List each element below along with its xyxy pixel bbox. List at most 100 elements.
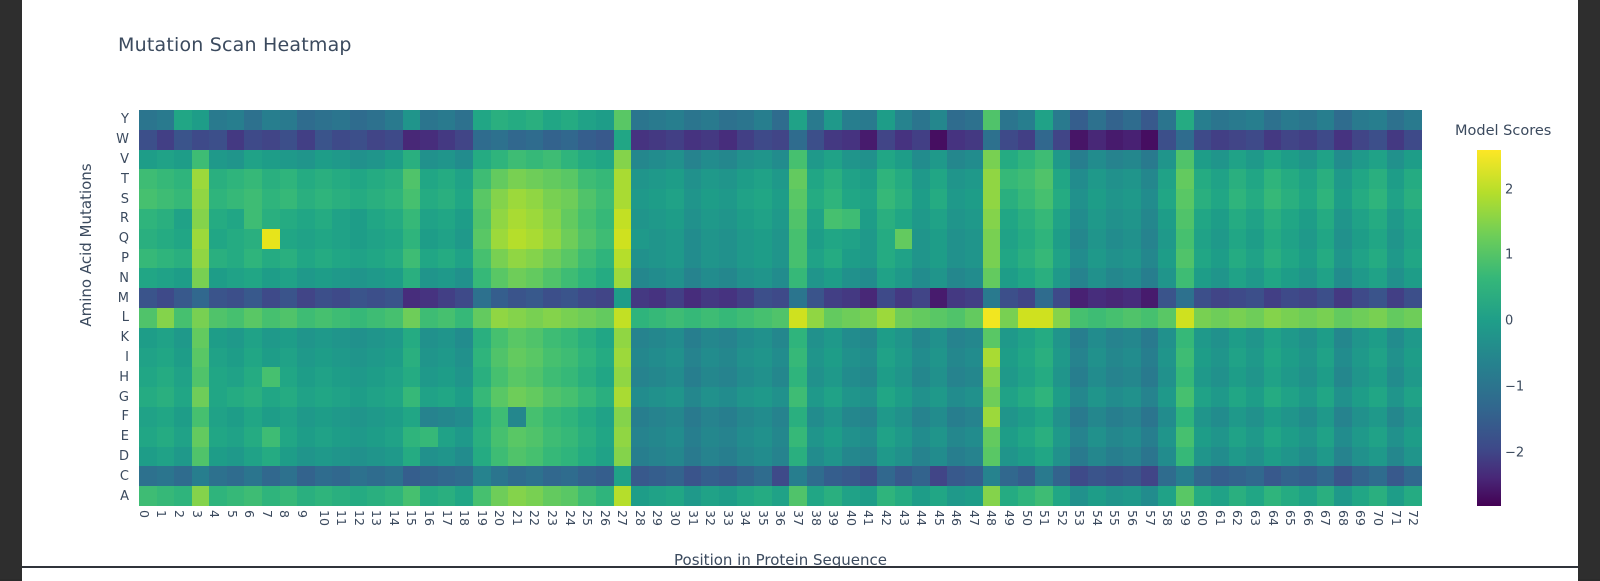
heatmap-cell[interactable] (367, 248, 386, 269)
heatmap-cell[interactable] (1088, 387, 1106, 407)
heatmap-cell[interactable] (437, 228, 456, 249)
heatmap-cell[interactable] (455, 486, 473, 506)
heatmap-cell[interactable] (754, 169, 772, 190)
heatmap-cell[interactable] (1017, 268, 1036, 289)
heatmap-cell[interactable] (1035, 307, 1053, 328)
heatmap-cell[interactable] (472, 149, 491, 170)
heatmap-cell[interactable] (947, 208, 966, 229)
heatmap-cell[interactable] (1017, 307, 1036, 328)
heatmap-cell[interactable] (279, 268, 298, 289)
heatmap-cell[interactable] (982, 307, 1001, 328)
heatmap-cell[interactable] (771, 307, 790, 328)
heatmap-cell[interactable] (736, 129, 755, 150)
heatmap-cell[interactable] (648, 228, 667, 249)
heatmap-cell[interactable] (1052, 347, 1071, 368)
heatmap-cell[interactable] (1158, 466, 1176, 487)
heatmap-cell[interactable] (385, 208, 403, 229)
heatmap-cell[interactable] (1263, 347, 1282, 368)
heatmap-cell[interactable] (824, 189, 842, 209)
heatmap-cell[interactable] (297, 228, 315, 249)
heatmap-cell[interactable] (367, 268, 386, 289)
heatmap-cell[interactable] (859, 466, 878, 487)
heatmap-cell[interactable] (402, 406, 421, 427)
heatmap-cell[interactable] (508, 486, 526, 506)
heatmap-cell[interactable] (631, 288, 649, 308)
heatmap-cell[interactable] (1193, 327, 1212, 348)
heatmap-cell[interactable] (1070, 426, 1089, 447)
heatmap-cell[interactable] (420, 288, 438, 308)
heatmap-cell[interactable] (683, 347, 702, 368)
heatmap-cell[interactable] (666, 406, 684, 427)
heatmap-cell[interactable] (894, 307, 913, 328)
heatmap-cell[interactable] (525, 347, 544, 368)
heatmap-cell[interactable] (1035, 367, 1053, 388)
heatmap-cell[interactable] (1035, 110, 1053, 130)
heatmap-cell[interactable] (508, 288, 526, 308)
heatmap-cell[interactable] (1193, 169, 1212, 190)
heatmap-cell[interactable] (859, 347, 878, 368)
heatmap-cell[interactable] (508, 307, 526, 328)
heatmap-cell[interactable] (1000, 406, 1018, 427)
heatmap-cell[interactable] (842, 248, 860, 269)
heatmap-cell[interactable] (877, 208, 895, 229)
heatmap-cell[interactable] (982, 446, 1001, 467)
heatmap-cell[interactable] (402, 466, 421, 487)
heatmap-cell[interactable] (1123, 367, 1141, 388)
heatmap-cell[interactable] (385, 367, 403, 388)
heatmap-cell[interactable] (1351, 426, 1370, 447)
heatmap-cell[interactable] (156, 248, 175, 269)
heatmap-cell[interactable] (139, 149, 157, 170)
heatmap-cell[interactable] (314, 169, 333, 190)
heatmap-cell[interactable] (543, 486, 561, 506)
heatmap-cell[interactable] (1158, 149, 1176, 170)
heatmap-cell[interactable] (912, 169, 930, 190)
heatmap-cell[interactable] (297, 347, 315, 368)
heatmap-cell[interactable] (490, 169, 509, 190)
heatmap-cell[interactable] (771, 387, 790, 407)
heatmap-cell[interactable] (1070, 406, 1089, 427)
colorbar[interactable] (1477, 150, 1501, 506)
heatmap-cell[interactable] (1017, 189, 1036, 209)
heatmap-cell[interactable] (455, 466, 473, 487)
heatmap-cell[interactable] (1281, 268, 1299, 289)
heatmap-cell[interactable] (648, 189, 667, 209)
heatmap-cell[interactable] (806, 426, 825, 447)
heatmap-cell[interactable] (1070, 466, 1089, 487)
heatmap-cell[interactable] (736, 208, 755, 229)
heatmap-cell[interactable] (1298, 248, 1317, 269)
heatmap-cell[interactable] (1123, 110, 1141, 130)
heatmap-cell[interactable] (1369, 129, 1387, 150)
heatmap-cell[interactable] (262, 228, 280, 249)
heatmap-cell[interactable] (226, 486, 245, 506)
heatmap-cell[interactable] (314, 426, 333, 447)
heatmap-cell[interactable] (754, 367, 772, 388)
heatmap-cell[interactable] (1263, 228, 1282, 249)
heatmap-cell[interactable] (1351, 268, 1370, 289)
heatmap-cell[interactable] (701, 248, 719, 269)
heatmap-cell[interactable] (1386, 169, 1405, 190)
heatmap-cell[interactable] (455, 327, 473, 348)
heatmap-cell[interactable] (420, 406, 438, 427)
heatmap-cell[interactable] (666, 426, 684, 447)
heatmap-cell[interactable] (402, 129, 421, 150)
heatmap-cell[interactable] (1281, 327, 1299, 348)
heatmap-cell[interactable] (191, 189, 210, 209)
heatmap-cell[interactable] (156, 268, 175, 289)
heatmap-cell[interactable] (244, 307, 263, 328)
heatmap-cell[interactable] (244, 486, 263, 506)
heatmap-cell[interactable] (718, 486, 737, 506)
heatmap-cell[interactable] (965, 149, 983, 170)
heatmap-cell[interactable] (1088, 466, 1106, 487)
heatmap-cell[interactable] (1052, 446, 1071, 467)
heatmap-cell[interactable] (666, 228, 684, 249)
heatmap-cell[interactable] (1211, 406, 1229, 427)
heatmap-cell[interactable] (139, 406, 157, 427)
heatmap-cell[interactable] (842, 110, 860, 130)
heatmap-cell[interactable] (736, 466, 755, 487)
heatmap-cell[interactable] (1334, 189, 1352, 209)
heatmap-cell[interactable] (209, 446, 227, 467)
heatmap-cell[interactable] (947, 347, 966, 368)
heatmap-cell[interactable] (842, 189, 860, 209)
heatmap-cell[interactable] (578, 406, 596, 427)
heatmap-cell[interactable] (1369, 347, 1387, 368)
